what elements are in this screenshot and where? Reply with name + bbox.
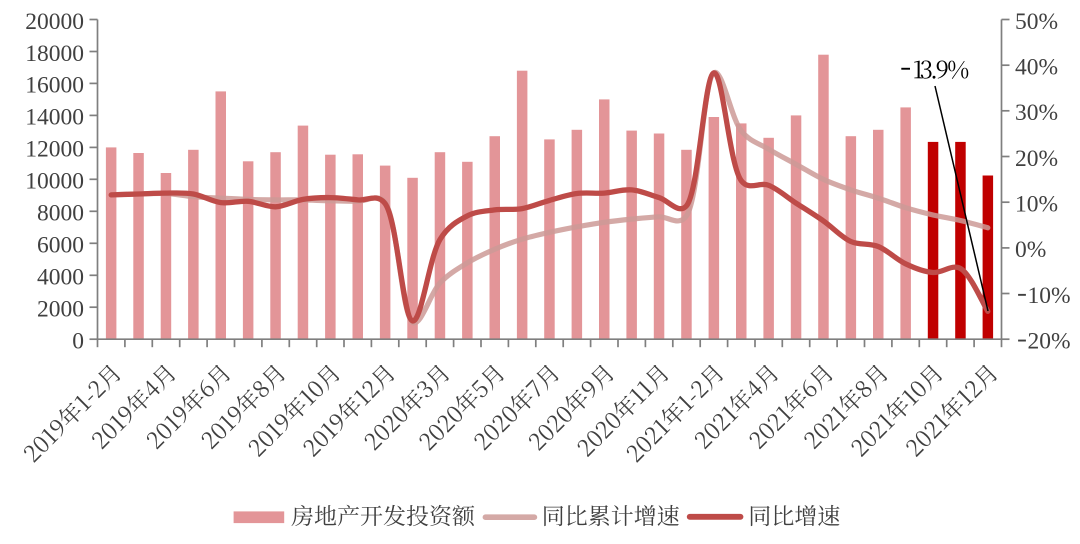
- svg-text:14000: 14000: [25, 105, 84, 131]
- svg-text:8000: 8000: [37, 201, 84, 227]
- svg-text:18000: 18000: [25, 41, 84, 67]
- svg-text:0: 0: [72, 329, 84, 355]
- svg-text:2000: 2000: [37, 297, 84, 323]
- svg-text:10%: 10%: [1028, 283, 1071, 309]
- svg-text:12000: 12000: [25, 137, 84, 163]
- svg-text:30%: 30%: [1015, 100, 1058, 126]
- svg-text:10%: 10%: [1015, 192, 1058, 218]
- svg-text:4000: 4000: [37, 265, 84, 291]
- svg-text:0%: 0%: [1015, 237, 1046, 263]
- svg-text:40%: 40%: [1015, 55, 1058, 81]
- svg-text:50%: 50%: [1015, 9, 1058, 35]
- svg-text:6000: 6000: [37, 233, 84, 259]
- svg-text:20%: 20%: [1015, 146, 1058, 172]
- svg-text:16000: 16000: [25, 73, 84, 99]
- svg-text:10000: 10000: [25, 169, 84, 195]
- svg-text:20000: 20000: [25, 9, 84, 35]
- svg-text:20%: 20%: [1028, 329, 1071, 355]
